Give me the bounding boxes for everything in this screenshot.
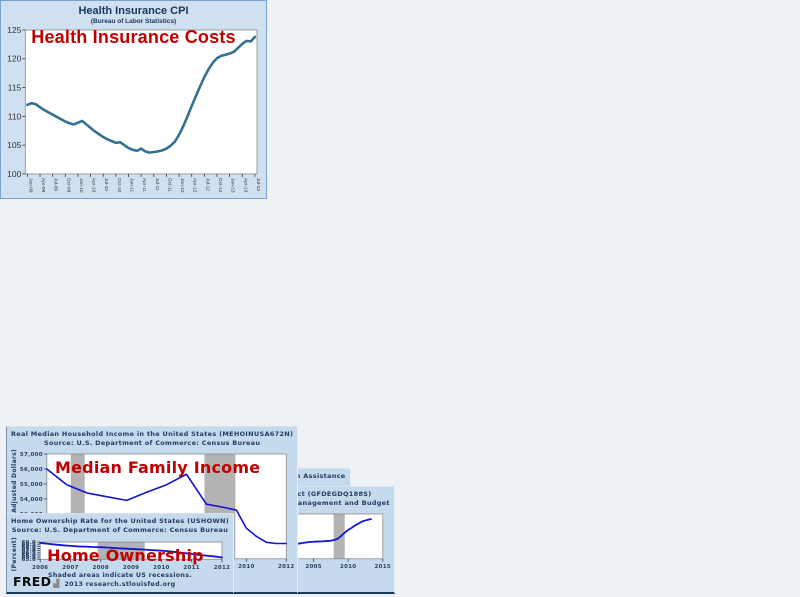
svg-text:57,000: 57,000 [20, 452, 43, 458]
y-axis-title-column: (Percent) [9, 537, 20, 571]
svg-text:54,000: 54,000 [20, 497, 43, 503]
excel-chart-subtitle: (Bureau of Labor Statistics) [90, 17, 177, 25]
svg-text:125: 125 [7, 26, 21, 35]
svg-text:Jul-10: Jul-10 [103, 178, 109, 191]
svg-text:65.5: 65.5 [21, 555, 36, 561]
chart-body: 100 105 110 115 120 125 Jan-09 Apr-09 Jul-09 Oct-… [1, 25, 266, 198]
svg-text:Jan-10: Jan-10 [78, 178, 84, 193]
svg-text:Jul-09: Jul-09 [53, 178, 59, 191]
recession-note: Shaded areas indicate US recessions. [48, 572, 192, 579]
chart-panel: Health Insurance CPI (Bureau of Labor St… [0, 0, 267, 199]
svg-text:Jan-12: Jan-12 [179, 178, 185, 193]
svg-text:115: 115 [8, 83, 22, 93]
fred-logo: FRED▟ [13, 574, 60, 589]
fred-logo-text: FRED [13, 574, 52, 589]
svg-text:2009: 2009 [123, 564, 139, 570]
fred-chart-icon: ▟ [53, 579, 60, 588]
svg-text:Jul-13: Jul-13 [255, 178, 261, 191]
svg-text:Apr-13: Apr-13 [242, 178, 248, 193]
svg-text:2012: 2012 [278, 565, 294, 571]
svg-text:65.0: 65.0 [21, 557, 36, 563]
svg-text:Jan-09: Jan-09 [27, 178, 33, 193]
svg-text:69.0: 69.0 [21, 540, 36, 546]
svg-text:Oct-11: Oct-11 [166, 178, 172, 192]
svg-text:Jul-11: Jul-11 [154, 178, 160, 191]
svg-text:66.0: 66.0 [21, 552, 36, 558]
chart-plot: 65.065.566.066.567.067.568.068.569.0 2006… [21, 540, 230, 571]
svg-text:Oct-12: Oct-12 [217, 178, 223, 193]
svg-text:120: 120 [7, 54, 21, 64]
svg-text:Oct-09: Oct-09 [65, 178, 71, 193]
svg-text:2007: 2007 [62, 564, 78, 570]
svg-text:68.0: 68.0 [21, 544, 36, 550]
svg-text:100: 100 [7, 169, 21, 179]
svg-text:Jan-11: Jan-11 [129, 178, 135, 193]
plot-area: 65.0 65.5 66.0 66.5 67.0 67.5 68.0 68.5 69.0 2006… [20, 537, 231, 571]
chart-source: Source: U.S. Department of Commerce: Cen… [11, 526, 229, 535]
svg-text:105: 105 [7, 140, 21, 150]
svg-text:Apr-11: Apr-11 [141, 178, 147, 192]
chart-series-title: Home Ownership Rate for the United State… [11, 517, 229, 526]
chart-source: Source: U.S. Department of Commerce: Cen… [43, 438, 261, 447]
svg-text:Jul-12: Jul-12 [204, 178, 210, 191]
svg-text:68.5: 68.5 [21, 542, 36, 548]
credit-note: 2013 research.stlouisfed.org [64, 580, 176, 588]
svg-text:Jan-13: Jan-13 [230, 178, 236, 193]
svg-text:Apr-09: Apr-09 [40, 178, 46, 193]
svg-text:67.0: 67.0 [21, 548, 36, 554]
svg-text:110: 110 [8, 111, 22, 121]
excel-chart-title: Health Insurance CPI [78, 5, 189, 17]
svg-text:2011: 2011 [183, 564, 199, 570]
excel-header: Health Insurance CPI (Bureau of Labor St… [1, 1, 266, 25]
chart-plot: 100 105 110 115 120 125 Jan-09 Apr-09 Jul-09 Oct-… [7, 26, 261, 193]
svg-text:56,000: 56,000 [20, 467, 43, 473]
svg-text:55,000: 55,000 [20, 482, 43, 488]
svg-text:2006: 2006 [32, 564, 48, 570]
svg-text:67.5: 67.5 [21, 546, 36, 552]
plot-area: 100 105 110 115 120 125 Jan-09 Apr-09 Jul-09 Oct-… [3, 26, 264, 198]
svg-text:Apr-10: Apr-10 [91, 178, 97, 193]
chart-header: Home Ownership Rate for the United State… [7, 514, 233, 535]
footer-notes: Shaded areas indicate US recessions. 201… [7, 571, 233, 590]
svg-text:Apr-12: Apr-12 [192, 178, 198, 193]
svg-text:Oct-10: Oct-10 [116, 178, 122, 193]
svg-text:2012: 2012 [214, 564, 230, 570]
chart-series-title: Real Median Household Income in the Unit… [11, 430, 294, 439]
svg-text:2008: 2008 [93, 564, 109, 570]
svg-text:2010: 2010 [238, 565, 254, 571]
svg-text:2010: 2010 [153, 564, 169, 570]
svg-text:2010: 2010 [340, 565, 356, 571]
chart-panel: Home Ownership Rate for the United State… [6, 513, 234, 594]
svg-text:2015: 2015 [375, 565, 391, 571]
chart-footer: FRED▟ Shaded areas indicate US recession… [7, 571, 233, 592]
svg-text:66.5: 66.5 [21, 550, 36, 556]
svg-text:2005: 2005 [305, 565, 321, 571]
y-axis-title: (Percent) [11, 536, 18, 571]
chart-header: Real Median Household Income in the Unit… [7, 427, 297, 448]
chart-body: (Percent) 65.0 65.5 66.0 66.5 67.0 67.5 68.0 68… [7, 536, 233, 571]
